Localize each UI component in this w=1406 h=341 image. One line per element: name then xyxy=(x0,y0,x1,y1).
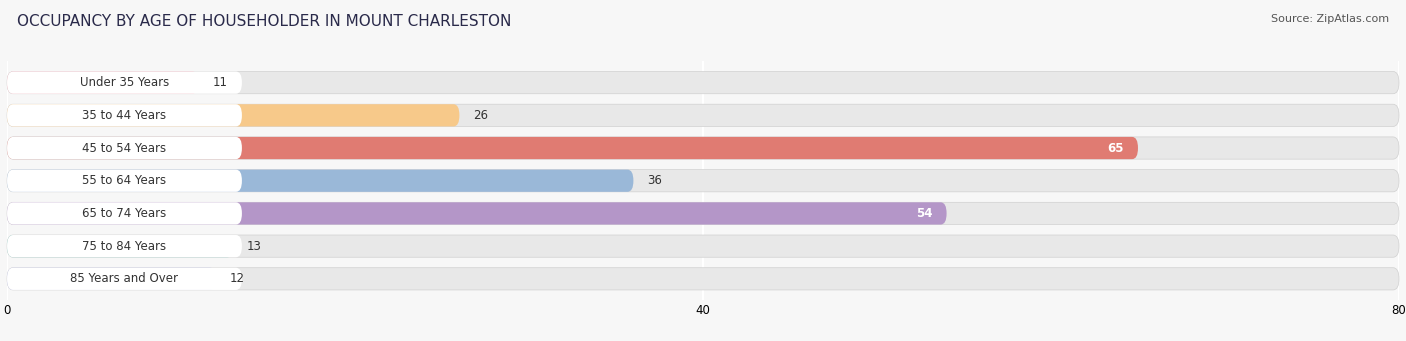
Text: 36: 36 xyxy=(647,174,662,187)
FancyBboxPatch shape xyxy=(7,235,1399,257)
FancyBboxPatch shape xyxy=(7,268,217,290)
FancyBboxPatch shape xyxy=(7,202,946,224)
Text: 12: 12 xyxy=(229,272,245,285)
FancyBboxPatch shape xyxy=(7,137,1137,159)
FancyBboxPatch shape xyxy=(7,235,233,257)
FancyBboxPatch shape xyxy=(7,268,1399,290)
Text: 45 to 54 Years: 45 to 54 Years xyxy=(83,142,166,154)
FancyBboxPatch shape xyxy=(7,169,633,192)
Text: 75 to 84 Years: 75 to 84 Years xyxy=(83,240,166,253)
Text: 65 to 74 Years: 65 to 74 Years xyxy=(83,207,166,220)
Text: 85 Years and Over: 85 Years and Over xyxy=(70,272,179,285)
FancyBboxPatch shape xyxy=(7,202,242,224)
Text: 11: 11 xyxy=(212,76,228,89)
FancyBboxPatch shape xyxy=(7,72,198,94)
FancyBboxPatch shape xyxy=(7,104,460,127)
Text: Source: ZipAtlas.com: Source: ZipAtlas.com xyxy=(1271,14,1389,24)
FancyBboxPatch shape xyxy=(7,169,242,192)
FancyBboxPatch shape xyxy=(7,169,1399,192)
FancyBboxPatch shape xyxy=(7,72,1399,94)
FancyBboxPatch shape xyxy=(7,268,242,290)
FancyBboxPatch shape xyxy=(7,202,1399,224)
FancyBboxPatch shape xyxy=(7,72,242,94)
FancyBboxPatch shape xyxy=(7,137,1399,159)
Text: 26: 26 xyxy=(474,109,488,122)
FancyBboxPatch shape xyxy=(7,137,242,159)
Text: OCCUPANCY BY AGE OF HOUSEHOLDER IN MOUNT CHARLESTON: OCCUPANCY BY AGE OF HOUSEHOLDER IN MOUNT… xyxy=(17,14,512,29)
FancyBboxPatch shape xyxy=(7,104,242,127)
Text: Under 35 Years: Under 35 Years xyxy=(80,76,169,89)
Text: 54: 54 xyxy=(917,207,932,220)
FancyBboxPatch shape xyxy=(7,235,242,257)
Text: 35 to 44 Years: 35 to 44 Years xyxy=(83,109,166,122)
Text: 55 to 64 Years: 55 to 64 Years xyxy=(83,174,166,187)
FancyBboxPatch shape xyxy=(7,104,1399,127)
Text: 65: 65 xyxy=(1108,142,1123,154)
Text: 13: 13 xyxy=(247,240,262,253)
